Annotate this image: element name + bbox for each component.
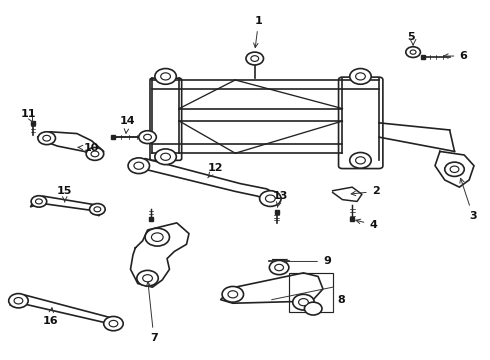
Circle shape — [151, 233, 163, 242]
Circle shape — [128, 158, 149, 174]
Circle shape — [14, 297, 23, 304]
Circle shape — [350, 153, 371, 168]
Text: 4: 4 — [356, 219, 377, 230]
Circle shape — [144, 134, 151, 140]
Circle shape — [38, 132, 55, 145]
Circle shape — [406, 47, 420, 58]
Text: 16: 16 — [42, 308, 58, 326]
Circle shape — [9, 294, 28, 308]
Text: 12: 12 — [208, 163, 223, 178]
Circle shape — [145, 228, 170, 246]
Text: 1: 1 — [254, 16, 263, 48]
Circle shape — [143, 275, 152, 282]
Circle shape — [161, 73, 171, 80]
Circle shape — [94, 207, 101, 212]
Circle shape — [31, 196, 47, 207]
Circle shape — [155, 149, 176, 165]
Text: 7: 7 — [146, 282, 158, 343]
Text: 2: 2 — [351, 186, 379, 197]
Circle shape — [251, 56, 259, 62]
Text: 8: 8 — [338, 295, 345, 305]
Circle shape — [356, 157, 366, 164]
Text: 5: 5 — [407, 32, 415, 42]
Text: 15: 15 — [57, 186, 73, 202]
Text: 13: 13 — [272, 192, 288, 207]
Text: 11: 11 — [21, 109, 36, 122]
Circle shape — [450, 166, 459, 172]
Circle shape — [137, 270, 158, 286]
Circle shape — [104, 316, 123, 331]
Circle shape — [410, 50, 416, 54]
Circle shape — [445, 162, 464, 176]
Circle shape — [356, 73, 366, 80]
Circle shape — [304, 302, 322, 315]
Circle shape — [228, 291, 238, 298]
Circle shape — [222, 287, 244, 302]
Circle shape — [134, 162, 144, 169]
Circle shape — [155, 68, 176, 84]
Circle shape — [266, 195, 275, 202]
Bar — [289, 273, 333, 312]
Circle shape — [161, 153, 171, 160]
Circle shape — [35, 199, 42, 204]
Text: 14: 14 — [119, 116, 135, 133]
FancyBboxPatch shape — [150, 78, 182, 160]
Circle shape — [109, 320, 118, 327]
Text: 9: 9 — [283, 256, 331, 266]
Circle shape — [260, 191, 281, 206]
Circle shape — [246, 52, 264, 65]
Circle shape — [350, 68, 371, 84]
Circle shape — [91, 151, 99, 157]
FancyBboxPatch shape — [339, 77, 383, 168]
Circle shape — [139, 131, 156, 144]
Text: 3: 3 — [460, 178, 477, 221]
Circle shape — [86, 148, 104, 160]
Circle shape — [90, 203, 105, 215]
Circle shape — [270, 260, 289, 275]
Text: 6: 6 — [444, 51, 467, 61]
Circle shape — [275, 264, 284, 271]
Circle shape — [293, 294, 314, 310]
Circle shape — [298, 298, 308, 306]
Circle shape — [43, 135, 50, 141]
Text: 10: 10 — [77, 143, 98, 153]
